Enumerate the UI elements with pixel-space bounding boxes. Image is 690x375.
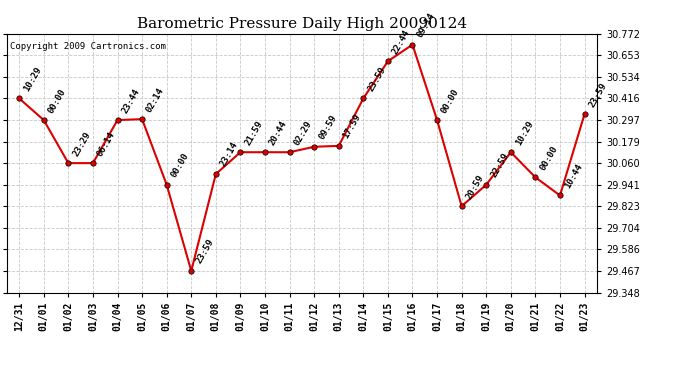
Point	[112, 117, 123, 123]
Text: 23:44: 23:44	[120, 87, 141, 114]
Point	[88, 160, 99, 166]
Text: 20:59: 20:59	[464, 173, 486, 201]
Point	[308, 144, 319, 150]
Point	[481, 182, 492, 188]
Text: 17:59: 17:59	[342, 112, 363, 140]
Point	[259, 149, 270, 155]
Point	[63, 160, 74, 166]
Text: 21:59: 21:59	[243, 119, 264, 147]
Text: 00:00: 00:00	[440, 87, 461, 114]
Text: 22:44: 22:44	[391, 28, 412, 56]
Point	[505, 149, 516, 155]
Text: Copyright 2009 Cartronics.com: Copyright 2009 Cartronics.com	[10, 42, 166, 51]
Text: 23:29: 23:29	[71, 130, 92, 158]
Point	[555, 192, 566, 198]
Point	[431, 117, 442, 123]
Point	[161, 182, 172, 188]
Point	[530, 174, 541, 180]
Point	[579, 111, 590, 117]
Text: 23:59: 23:59	[194, 237, 215, 266]
Point	[14, 96, 25, 102]
Point	[284, 149, 295, 155]
Text: 00:00: 00:00	[170, 152, 190, 179]
Text: 09:14: 09:14	[415, 11, 437, 39]
Point	[358, 96, 369, 102]
Text: 00:00: 00:00	[538, 144, 560, 172]
Text: 20:44: 20:44	[268, 119, 289, 147]
Text: 02:14: 02:14	[145, 86, 166, 114]
Point	[382, 58, 393, 64]
Text: 23:14: 23:14	[219, 141, 240, 168]
Text: 06:14: 06:14	[96, 130, 117, 158]
Title: Barometric Pressure Daily High 20090124: Barometric Pressure Daily High 20090124	[137, 17, 467, 31]
Text: 09:59: 09:59	[317, 114, 338, 141]
Point	[407, 42, 418, 48]
Text: 10:44: 10:44	[563, 162, 584, 190]
Point	[235, 149, 246, 155]
Text: 23:59: 23:59	[366, 65, 387, 93]
Point	[38, 117, 49, 123]
Text: 22:59: 22:59	[489, 152, 510, 179]
Text: 10:29: 10:29	[513, 119, 535, 147]
Point	[456, 203, 467, 209]
Point	[137, 116, 148, 122]
Text: 00:00: 00:00	[46, 87, 68, 114]
Point	[210, 171, 221, 177]
Text: 02:29: 02:29	[293, 119, 313, 147]
Point	[333, 143, 344, 149]
Point	[186, 268, 197, 274]
Text: 23:59: 23:59	[587, 81, 609, 108]
Text: 10:29: 10:29	[22, 65, 43, 93]
